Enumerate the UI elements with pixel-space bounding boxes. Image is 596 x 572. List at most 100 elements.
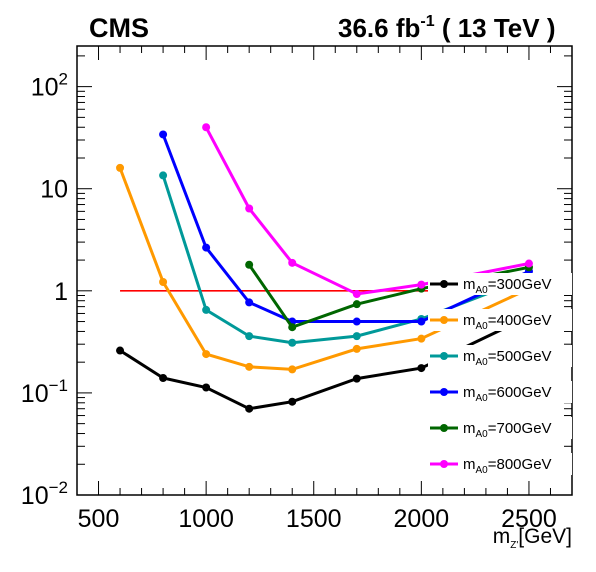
data-point [288, 338, 297, 347]
legend-entry-bg [428, 453, 572, 475]
y-tick-label: 10−2 [21, 478, 68, 510]
data-point [202, 243, 211, 252]
data-point [352, 317, 361, 326]
data-point [288, 397, 297, 406]
legend-label: mA0=300GeV [463, 276, 552, 296]
data-point [352, 374, 361, 383]
legend-label-sub: A0 [476, 465, 489, 476]
data-point [288, 365, 297, 374]
legend-entry-bg [428, 309, 572, 331]
legend-label-main: m [463, 384, 476, 401]
legend-label-main: m [463, 312, 476, 329]
legend-label-rest: =700GeV [488, 420, 552, 437]
legend-marker [440, 388, 448, 396]
data-point [245, 260, 254, 269]
data-point [116, 346, 125, 355]
data-point [202, 350, 211, 359]
legend-label: mA0=700GeV [463, 420, 552, 440]
data-point [417, 317, 426, 326]
legend-entry-bg [428, 417, 572, 439]
legend-label: mA0=800GeV [463, 456, 552, 476]
legend-label: mA0=500GeV [463, 348, 552, 368]
x-tick-label: 1500 [286, 505, 342, 533]
data-point [352, 300, 361, 309]
data-point [159, 171, 168, 180]
y-tick-label: 10 [40, 176, 68, 204]
legend-label-rest: =600GeV [488, 384, 552, 401]
data-point [524, 259, 533, 268]
legend-label-main: m [463, 348, 476, 365]
x-axis-label-main: m [493, 525, 511, 548]
data-point [352, 344, 361, 353]
legend-label: mA0=400GeV [463, 312, 552, 332]
plot-frame [76, 45, 573, 496]
luminosity-exponent: -1 [420, 13, 434, 30]
y-tick-label: 102 [31, 70, 68, 102]
x-axis-label-unit: [GeV] [518, 525, 572, 548]
luminosity-label: 36.6 fb-1 ( 13 TeV ) [338, 13, 556, 43]
data-point [245, 298, 254, 307]
data-point [417, 280, 426, 289]
data-point [202, 305, 211, 314]
y-tick-base: 10 [21, 482, 49, 510]
y-tick-exponent: −2 [49, 478, 68, 497]
x-axis-label-sub: Z' [510, 540, 518, 551]
data-point [159, 277, 168, 286]
legend-label-sub: A0 [476, 429, 489, 440]
legend-label-main: m [463, 276, 476, 293]
series-group [116, 123, 533, 413]
legend-label-sub: A0 [476, 321, 489, 332]
legend-label-rest: =500GeV [488, 348, 552, 365]
legend-entry-bg [428, 273, 572, 295]
data-point [245, 332, 254, 341]
legend-label: mA0=600GeV [463, 384, 552, 404]
legend-label-sub: A0 [476, 285, 489, 296]
data-point [288, 258, 297, 267]
x-axis-label: mZ'[GeV] [493, 525, 572, 551]
legend-marker [440, 316, 448, 324]
series-line-5 [204, 126, 530, 296]
legend-marker [440, 424, 448, 432]
series-line-1 [118, 167, 530, 371]
y-tick-base: 10 [21, 380, 49, 408]
data-point [352, 332, 361, 341]
x-tick-label: 2000 [394, 505, 450, 533]
x-tick-label: 2500 [501, 505, 557, 533]
legend: mA0=300GeVmA0=400GeVmA0=500GeVmA0=600GeV… [428, 273, 572, 476]
legend-label-main: m [463, 420, 476, 437]
series-line-0 [119, 315, 530, 411]
y-tick-base: 1 [54, 278, 68, 306]
data-point [159, 130, 168, 139]
y-tick-base: 10 [31, 74, 59, 102]
legend-label-rest: =300GeV [488, 276, 552, 293]
data-point [159, 373, 168, 382]
y-tick-label: 10−1 [21, 376, 68, 408]
legend-label-main: m [463, 456, 476, 473]
y-tick-label: 1 [54, 278, 68, 306]
data-point [245, 362, 254, 371]
legend-marker [440, 460, 448, 468]
y-tick-exponent: −1 [49, 376, 68, 395]
data-point [352, 290, 361, 299]
data-point [116, 163, 125, 172]
legend-label-rest: =800GeV [488, 456, 552, 473]
luminosity-value: 36.6 fb [338, 13, 420, 43]
data-point [288, 323, 297, 332]
legend-marker [440, 352, 448, 360]
data-point [202, 383, 211, 392]
experiment-label: CMS [89, 13, 149, 43]
data-point [202, 123, 211, 132]
x-tick-label: 500 [78, 505, 120, 533]
legend-label-rest: =400GeV [488, 312, 552, 329]
x-tick-label: 1000 [178, 505, 234, 533]
y-tick-exponent: 2 [59, 70, 68, 89]
data-point [245, 204, 254, 213]
data-point [417, 364, 426, 373]
data-point [417, 334, 426, 343]
data-point [245, 404, 254, 413]
legend-entry-bg [428, 381, 572, 403]
y-tick-base: 10 [40, 176, 68, 204]
energy-label: ( 13 TeV ) [435, 13, 556, 43]
